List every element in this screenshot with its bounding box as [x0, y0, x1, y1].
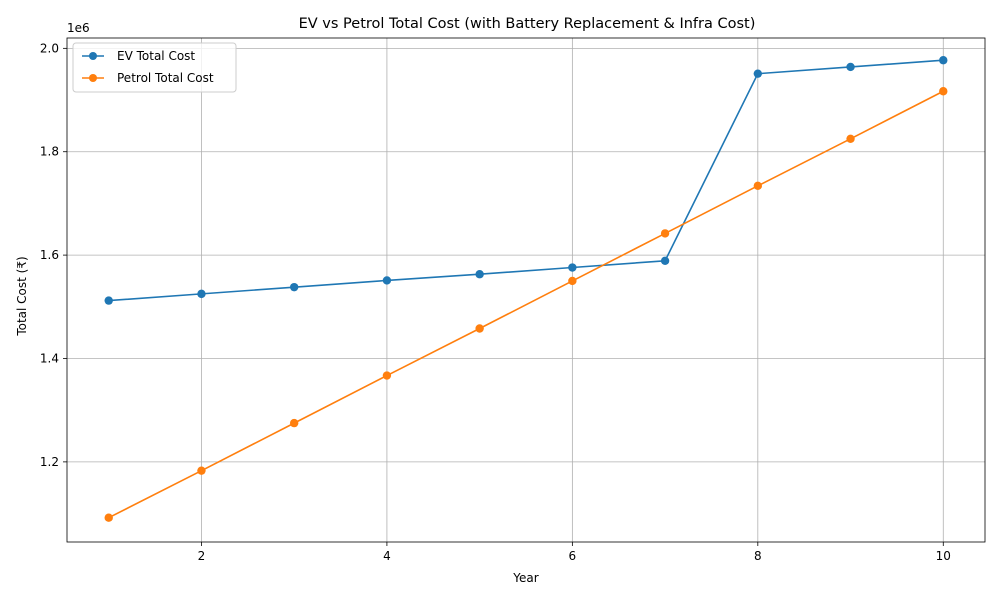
y-tick-label: 2.0 — [40, 41, 59, 55]
data-point — [660, 256, 670, 265]
series-petrol — [104, 87, 948, 522]
x-tick-label: 8 — [754, 549, 762, 563]
grid — [67, 38, 985, 542]
legend-box — [72, 42, 237, 93]
y-tick-label: 1.2 — [40, 455, 59, 469]
data-point — [753, 69, 763, 78]
data-point — [939, 56, 948, 65]
data-point — [475, 324, 484, 333]
data-point — [753, 181, 763, 191]
series-layer — [104, 56, 948, 522]
data-point — [382, 371, 392, 380]
chart-title: EV vs Petrol Total Cost (with Battery Re… — [299, 16, 756, 32]
x-tick-label: 6 — [569, 549, 577, 563]
data-point — [568, 263, 577, 272]
x-axis-label: Year — [512, 571, 538, 585]
legend-marker-petrol — [89, 74, 97, 82]
x-tick-label: 4 — [383, 549, 391, 563]
data-point — [289, 282, 299, 292]
y-tick-label: 1.8 — [40, 145, 59, 159]
data-point — [939, 87, 948, 96]
axis-ticks: 2 4 6 8 10 1.2 1.4 1.6 1.8 2.0 — [40, 41, 951, 563]
data-point — [846, 62, 855, 72]
data-point — [475, 270, 484, 279]
data-point — [104, 296, 113, 305]
plot-area-frame — [66, 37, 986, 543]
x-tick-label: 10 — [936, 549, 951, 563]
legend-label-petrol: Petrol Total Cost — [117, 71, 214, 85]
data-point — [382, 276, 392, 285]
series-line — [108, 90, 944, 519]
y-tick-label: 1.4 — [40, 351, 59, 365]
data-point — [568, 276, 577, 286]
data-point — [197, 466, 206, 475]
x-tick-label: 2 — [198, 549, 206, 563]
data-point — [846, 134, 855, 143]
data-point — [660, 229, 670, 238]
y-axis-offset-label: 1e6 — [67, 21, 90, 35]
data-point — [289, 418, 299, 428]
y-axis-label: Total Cost (₹) — [15, 256, 29, 336]
series-ev — [104, 56, 948, 305]
data-point — [197, 289, 206, 299]
legend-marker-ev — [89, 52, 97, 60]
legend: EV Total Cost Petrol Total Cost — [72, 42, 237, 93]
legend-label-ev: EV Total Cost — [117, 49, 195, 63]
data-point — [104, 513, 113, 522]
y-tick-label: 1.6 — [40, 248, 59, 262]
series-line — [108, 59, 944, 302]
